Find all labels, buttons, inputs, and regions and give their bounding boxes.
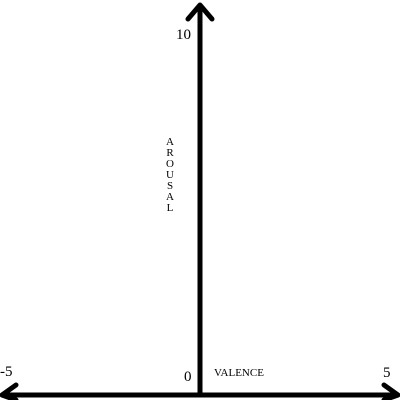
vertical-axis-title-letter: L — [167, 202, 174, 214]
right-axis-arrow-icon — [381, 382, 400, 400]
vertical-axis-title: A R O U S A L — [166, 136, 174, 214]
origin-label: 0 — [184, 369, 192, 385]
horizontal-axis-max-label: 5 — [383, 365, 391, 381]
horizontal-axis-title: VALENCE — [214, 367, 264, 379]
vertical-axis-title-letter: S — [167, 180, 173, 192]
vertical-axis-title-letter: A — [166, 136, 174, 148]
vertical-axis-title-letter: U — [166, 169, 174, 181]
horizontal-axis-min-label: -5 — [0, 364, 13, 380]
vertical-axis-max-label: 10 — [176, 27, 191, 43]
vertical-axis-title-letter: R — [166, 147, 174, 159]
vertical-axis-title-letter: O — [166, 158, 174, 170]
vertical-axis-title-letter: A — [166, 191, 174, 203]
left-axis-arrow-icon — [0, 382, 19, 400]
vertical-axis-arrow-icon — [185, 2, 215, 22]
